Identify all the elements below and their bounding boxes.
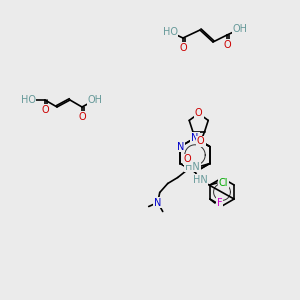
Text: O: O — [195, 109, 202, 118]
Text: OH: OH — [232, 24, 247, 34]
Text: HN: HN — [193, 175, 207, 185]
Text: HO: HO — [20, 95, 35, 105]
Text: O: O — [41, 105, 49, 115]
Text: OH: OH — [88, 95, 103, 105]
Text: O: O — [223, 40, 231, 50]
Text: O: O — [78, 112, 86, 122]
Text: HO: HO — [163, 27, 178, 37]
Text: N: N — [191, 133, 199, 143]
Text: N: N — [177, 142, 184, 152]
Text: HN: HN — [185, 161, 200, 172]
Text: N: N — [154, 197, 161, 208]
Text: O: O — [184, 154, 191, 164]
Text: F: F — [217, 198, 223, 208]
Text: Cl: Cl — [219, 178, 228, 188]
Text: O: O — [197, 136, 205, 146]
Text: O: O — [179, 43, 187, 53]
